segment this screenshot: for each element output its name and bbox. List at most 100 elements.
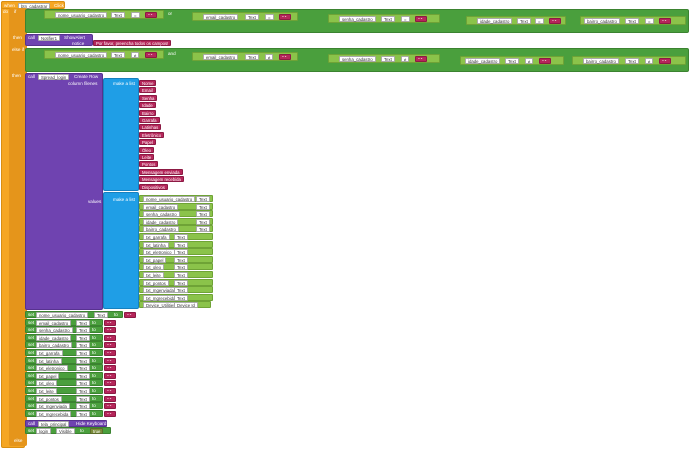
column-name-string[interactable]: Idade <box>139 102 156 109</box>
var-dropdown[interactable]: txt_latinha <box>143 241 169 248</box>
var-dropdown[interactable]: txt_eletronico <box>143 249 175 256</box>
prop-dropdown[interactable]: Text <box>196 226 210 233</box>
compare-block[interactable]: senha_cadastro Text ≠ " " <box>328 54 440 63</box>
true-value[interactable]: true <box>90 428 104 434</box>
value-getter-block[interactable]: txt_pontos Text <box>139 278 213 286</box>
operator-dropdown[interactable]: ≠ <box>265 54 274 60</box>
prop-dropdown[interactable]: Text <box>196 211 210 218</box>
set-text-block[interactable]: set idade_cadastro Text to " " <box>25 333 116 341</box>
compare-block[interactable]: idade_cadastro Text ≠ " " <box>460 56 564 65</box>
empty-string[interactable]: " " <box>279 14 291 20</box>
var-dropdown[interactable]: txt_papel <box>36 372 60 379</box>
empty-string[interactable]: " " <box>279 54 291 60</box>
value-getter-block[interactable]: txt_mgenviada Text <box>139 286 213 294</box>
var-dropdown[interactable]: senha_cadastro <box>143 211 180 218</box>
var-dropdown[interactable]: txt_oleo <box>143 264 165 271</box>
make-list-values[interactable]: make a list <box>103 192 139 309</box>
value-getter-block[interactable]: txt_oleo Text <box>139 263 213 271</box>
operator-dropdown[interactable]: ≠ <box>525 58 534 64</box>
var-dropdown[interactable]: nome_usuario_cadastro <box>55 52 108 58</box>
prop-dropdown[interactable]: Text <box>625 18 639 24</box>
prop-dropdown[interactable]: Text <box>174 294 188 301</box>
empty-string[interactable]: " " <box>145 12 157 18</box>
prop-dropdown[interactable]: Text <box>76 403 90 410</box>
prop-dropdown[interactable]: Text <box>381 16 395 22</box>
alert-message[interactable]: Por favor, preencha todos os campos! <box>93 40 172 46</box>
notifier-call-block[interactable]: call Notifier1 ShowAlert notice <box>25 34 93 46</box>
var-dropdown[interactable]: txt_leite <box>36 388 57 394</box>
compare-block[interactable]: senha_cadastro Text = " " <box>328 14 440 23</box>
value-getter-block[interactable]: senha_cadastro Text <box>139 210 213 218</box>
set-text-block[interactable]: set txt_papel Text to " " <box>25 371 116 379</box>
compare-block[interactable]: bairro_cadastro Text = " " <box>580 16 686 25</box>
prop-dropdown[interactable]: Text <box>174 249 188 256</box>
column-name-string[interactable]: Leite <box>139 154 155 160</box>
column-name-string[interactable]: Mensagem recebida <box>139 176 184 183</box>
set-text-block[interactable]: set email_cadastro Text to " " <box>25 318 116 326</box>
spreadsheet-dropdown[interactable]: Spread_login <box>38 74 70 80</box>
column-name-string[interactable]: Pontos <box>139 161 159 168</box>
value-getter-block[interactable]: nome_usuario_cadastro Text <box>139 195 213 202</box>
operator-dropdown[interactable]: ≠ <box>401 56 410 62</box>
prop-dropdown[interactable]: Text <box>174 272 188 278</box>
screen-dropdown[interactable]: tela_principal <box>38 421 70 427</box>
compare-block[interactable]: nome_usuario_cadastro Text ≠ " " <box>44 50 164 59</box>
prop-dropdown[interactable]: Text <box>76 380 90 387</box>
login-dropdown[interactable]: login <box>36 428 52 434</box>
compare-block[interactable]: email_cadastro Text = " " <box>192 12 298 21</box>
column-name-string[interactable]: Garrafa <box>139 117 160 123</box>
var-dropdown[interactable]: txt_mgenviada <box>143 287 177 294</box>
compare-block[interactable]: email_cadastro Text ≠ " " <box>192 52 298 61</box>
value-getter-block[interactable]: txt_papel Text <box>139 255 213 263</box>
operator-dropdown[interactable]: ≠ <box>645 58 654 64</box>
column-name-string[interactable]: Óleo <box>139 146 155 153</box>
var-dropdown[interactable]: idade_cadastro <box>36 334 72 341</box>
empty-string[interactable]: " " <box>104 334 116 341</box>
set-text-block[interactable]: set senha_cadastro Text to " " <box>25 326 116 334</box>
prop-dropdown[interactable]: Text <box>76 365 90 372</box>
operator-dropdown[interactable]: = <box>401 16 410 22</box>
var-dropdown[interactable]: bairro_cadastro <box>143 226 179 233</box>
var-dropdown[interactable]: email_cadastro <box>36 319 72 326</box>
prop-dropdown[interactable]: Text <box>76 410 90 417</box>
var-dropdown[interactable]: bairro_cadastro <box>584 18 620 24</box>
prop-dropdown[interactable]: Text <box>174 256 188 263</box>
prop-dropdown[interactable]: Text <box>381 56 395 62</box>
var-dropdown[interactable]: nome_usuario_cadastro <box>143 196 196 202</box>
empty-string[interactable]: " " <box>104 380 116 387</box>
value-getter-block[interactable]: txt_mgrecebida Text <box>139 293 213 301</box>
prop-dropdown[interactable]: Text <box>505 58 519 64</box>
prop-dropdown[interactable]: Text <box>196 203 210 210</box>
column-name-string[interactable]: Latinhas <box>139 124 162 131</box>
var-dropdown[interactable]: txt_garrafa <box>143 234 170 240</box>
empty-string[interactable]: " " <box>104 357 116 364</box>
empty-string[interactable]: " " <box>415 56 427 62</box>
column-name-string[interactable]: Eletrônico <box>139 131 165 138</box>
value-getter-block[interactable]: idade_cadastro Text <box>139 217 213 225</box>
var-dropdown[interactable]: senha_cadastro <box>339 16 376 22</box>
value-getter-block[interactable]: txt_eletronico Text <box>139 248 213 256</box>
prop-dropdown[interactable]: Text <box>94 312 108 318</box>
var-dropdown[interactable]: bairro_cadastro <box>583 58 619 64</box>
empty-string[interactable]: " " <box>415 16 427 22</box>
var-dropdown[interactable]: txt_garrafa <box>36 350 63 356</box>
var-dropdown[interactable]: nome_usuario_cadastro <box>36 312 89 318</box>
var-dropdown[interactable]: idade_cadastro <box>477 18 513 24</box>
empty-string[interactable]: " " <box>539 58 551 64</box>
prop-dropdown[interactable]: Text <box>76 388 90 394</box>
spreadsheet-create-row-block[interactable]: call Spread_login Create Row column file… <box>25 73 103 310</box>
var-dropdown[interactable]: txt_pontos <box>143 279 169 286</box>
prop-dropdown[interactable]: Text <box>174 287 188 294</box>
prop-dropdown[interactable]: Text <box>174 234 188 240</box>
var-dropdown[interactable]: idade_cadastro <box>465 58 501 64</box>
value-getter-block[interactable]: txt_leite Text <box>139 271 213 278</box>
empty-string[interactable]: " " <box>124 312 136 318</box>
prop-dropdown[interactable]: Text <box>76 372 90 379</box>
var-dropdown[interactable]: txt_latinha <box>36 357 62 364</box>
empty-string[interactable]: " " <box>104 388 116 394</box>
set-text-block[interactable]: set txt_leite Text to " " <box>25 387 116 394</box>
var-dropdown[interactable]: email_cadastro <box>203 54 239 60</box>
event-header[interactable]: when btn_cadastrar Click <box>1 1 65 9</box>
prop-dropdown[interactable]: Text <box>76 319 90 326</box>
set-text-block[interactable]: set txt_eletronico Text to " " <box>25 364 116 372</box>
